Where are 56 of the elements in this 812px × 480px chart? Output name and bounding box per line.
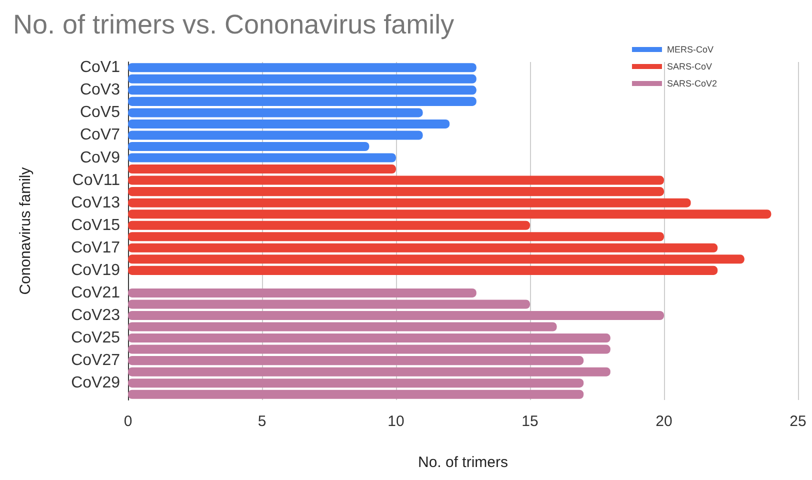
bar	[128, 96, 476, 106]
y-tick-label: CoV1	[80, 59, 120, 76]
bar	[128, 300, 530, 309]
bar	[128, 187, 664, 196]
bar	[128, 153, 396, 162]
bar	[128, 119, 450, 128]
bar	[128, 356, 584, 366]
y-tick-label: CoV19	[71, 262, 120, 279]
bar	[128, 108, 423, 118]
bar	[128, 74, 476, 84]
y-tick-label: CoV21	[71, 284, 120, 302]
bar	[128, 63, 476, 72]
x-tick-label: 15	[522, 413, 538, 430]
bar	[128, 254, 744, 264]
bar	[128, 210, 772, 219]
legend-label: SARS-CoV	[666, 62, 712, 72]
legend-label: SARS-CoV2	[666, 78, 718, 88]
bar	[128, 310, 664, 320]
bar	[128, 220, 530, 230]
y-tick-label: CoV25	[71, 330, 120, 347]
legend-label: MERS-CoV	[666, 44, 714, 54]
x-tick-label: 20	[656, 413, 672, 430]
x-axis-title: No. of trimers	[418, 454, 508, 471]
bar	[128, 367, 610, 376]
y-tick-label: CoV29	[71, 374, 120, 392]
bar	[128, 288, 476, 298]
bar	[128, 198, 691, 208]
bar	[128, 266, 718, 275]
bar	[128, 344, 610, 354]
bar	[128, 176, 664, 185]
x-tick-label: 0	[124, 413, 132, 430]
x-tick-label: 10	[388, 413, 404, 430]
y-tick-label: CoV13	[71, 194, 120, 212]
y-axis-title: Cononavirus family	[17, 166, 34, 295]
y-tick-label: CoV11	[72, 172, 120, 189]
bar	[128, 378, 584, 388]
y-tick-label: CoV7	[80, 126, 120, 144]
y-tick-label: CoV23	[71, 307, 120, 324]
bar	[128, 142, 370, 152]
x-tick-label: 5	[258, 413, 266, 430]
x-tick-label: 25	[790, 413, 806, 430]
bar	[128, 86, 476, 95]
bar	[128, 130, 423, 140]
y-tick-label: CoV27	[71, 352, 120, 370]
y-tick-label: CoV15	[71, 216, 120, 234]
bar	[128, 390, 584, 399]
y-tick-label: CoV17	[71, 239, 120, 256]
bar	[128, 164, 396, 174]
y-tick-label: CoV3	[80, 82, 120, 99]
y-tick-label: CoV5	[80, 104, 120, 122]
chart-title: No. of trimers vs. Cononavirus family	[13, 10, 455, 40]
bar	[128, 334, 610, 343]
bar	[128, 322, 557, 332]
bar	[128, 243, 718, 252]
bar	[128, 232, 664, 242]
y-tick-label: CoV9	[80, 149, 120, 166]
